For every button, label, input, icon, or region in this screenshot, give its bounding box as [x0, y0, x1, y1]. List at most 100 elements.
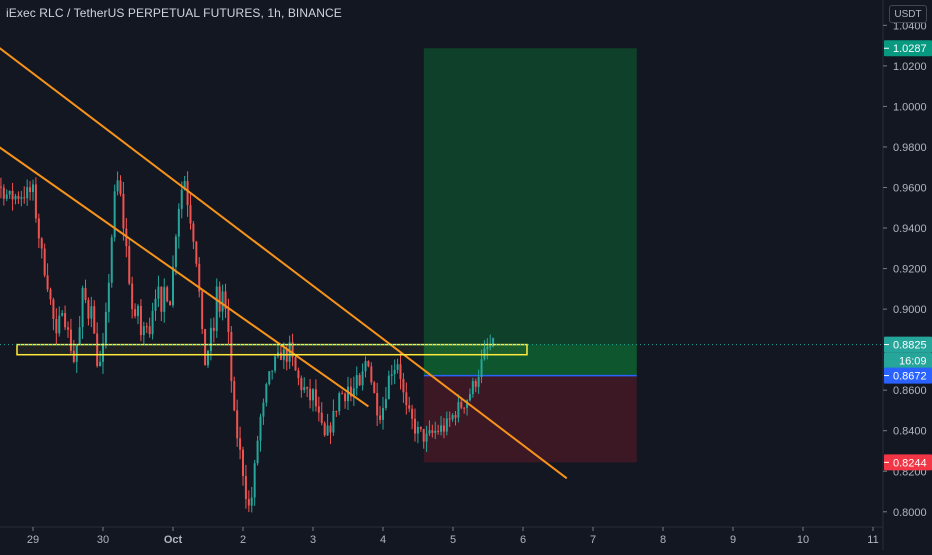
candle-body [180, 189, 183, 209]
candle-body [332, 411, 335, 433]
price-tick-label: 1.0200 [893, 61, 927, 73]
candle-body [131, 283, 134, 310]
candle-body [271, 370, 274, 372]
candle-body [23, 197, 26, 199]
time-tick-label: 2 [240, 534, 246, 546]
time-tick-label: 5 [450, 534, 456, 546]
candle-body [163, 287, 166, 312]
candle-body [489, 346, 492, 348]
current-price-label: 0.8825 [884, 336, 932, 353]
candle-body [431, 430, 434, 433]
profit-zone[interactable] [423, 48, 637, 376]
price-axis[interactable]: 1.0400 1.0200 1.0000 0.9800 0.9600 0.9400 0.92… [883, 20, 927, 519]
candle-body [34, 184, 37, 219]
candle-body [192, 223, 195, 242]
price-tick-label: 0.9800 [893, 142, 927, 154]
candle-body [323, 423, 326, 436]
candle-body [148, 326, 151, 335]
support-zone[interactable] [16, 343, 528, 356]
candle-body [457, 402, 460, 418]
candle-body [474, 381, 477, 387]
candle-body [113, 191, 116, 238]
candle-body [338, 393, 341, 412]
svg-text:0.8672: 0.8672 [893, 371, 927, 383]
candle-body [90, 306, 93, 319]
candle-body [416, 426, 419, 434]
candle-body [329, 425, 332, 433]
candle-body [405, 392, 408, 406]
candle-body [437, 430, 440, 432]
candle-body [154, 298, 157, 311]
candle-body [428, 430, 431, 434]
candle-body [344, 393, 347, 402]
price-tick-label: 0.9400 [893, 223, 927, 235]
loss-zone[interactable] [423, 375, 637, 463]
candle-body [364, 361, 367, 372]
time-axis[interactable]: 29 30 Oct 2 3 4 5 6 7 8 9 10 11 [27, 527, 879, 546]
long-position-group[interactable] [423, 48, 637, 463]
candle-body [40, 238, 43, 249]
candle-body [253, 463, 256, 498]
candle-body [239, 438, 242, 450]
candle-body [224, 291, 227, 309]
candle-body [119, 180, 122, 194]
candle-body [230, 332, 233, 382]
candle-body [104, 311, 107, 344]
candle-body [297, 370, 300, 379]
candle-body [320, 412, 323, 424]
candle-body [382, 407, 384, 420]
candle-body [11, 190, 14, 200]
time-tick-label: 11 [867, 534, 878, 546]
candle-body [93, 306, 96, 334]
candle-body [309, 388, 312, 401]
candle-body [250, 497, 253, 506]
candle-body [486, 346, 489, 349]
candle-body [198, 263, 201, 292]
candle-body [454, 415, 457, 418]
time-tick-label: 6 [520, 534, 526, 546]
candle-body [379, 415, 382, 420]
candle-body [174, 236, 177, 267]
drawings-group[interactable] [0, 20, 568, 480]
candle-body [399, 364, 402, 379]
candle-body [477, 377, 480, 387]
open-pnl-zone [423, 344, 637, 376]
candle-body [61, 312, 64, 316]
candle-body [227, 308, 230, 333]
candle-body [326, 425, 329, 436]
candle-body [29, 187, 32, 193]
candle-body [26, 187, 29, 199]
candle-body [291, 342, 294, 358]
candle-body [408, 405, 411, 409]
candle-body [247, 498, 250, 506]
candle-body [160, 286, 163, 312]
candle-body [177, 208, 180, 237]
candle-body [169, 301, 172, 306]
candle-body [466, 400, 469, 408]
lower-trendline[interactable] [0, 122, 369, 408]
currency-badge[interactable]: USDT [889, 5, 927, 23]
candle-body [317, 406, 320, 413]
candle-body [17, 195, 20, 199]
candle-body [259, 416, 262, 441]
candle-body [142, 326, 145, 336]
candle-body [14, 195, 17, 200]
time-tick-label: 9 [730, 534, 736, 546]
candle-body [134, 309, 137, 317]
candle-body [195, 241, 198, 264]
candle-body [448, 418, 451, 420]
candle-body [215, 286, 218, 331]
candle-body [402, 378, 405, 393]
candle-body [300, 378, 303, 391]
candle-body [75, 344, 78, 362]
candle-body [209, 327, 212, 352]
candle-body [0, 186, 2, 188]
candle-body [358, 375, 361, 386]
entry-price-label: 0.8672 [884, 367, 932, 384]
candle-body [396, 364, 399, 370]
upper-trendline[interactable] [0, 20, 568, 480]
candle-body [2, 187, 5, 199]
price-tick-label: 1.0400 [893, 20, 927, 32]
